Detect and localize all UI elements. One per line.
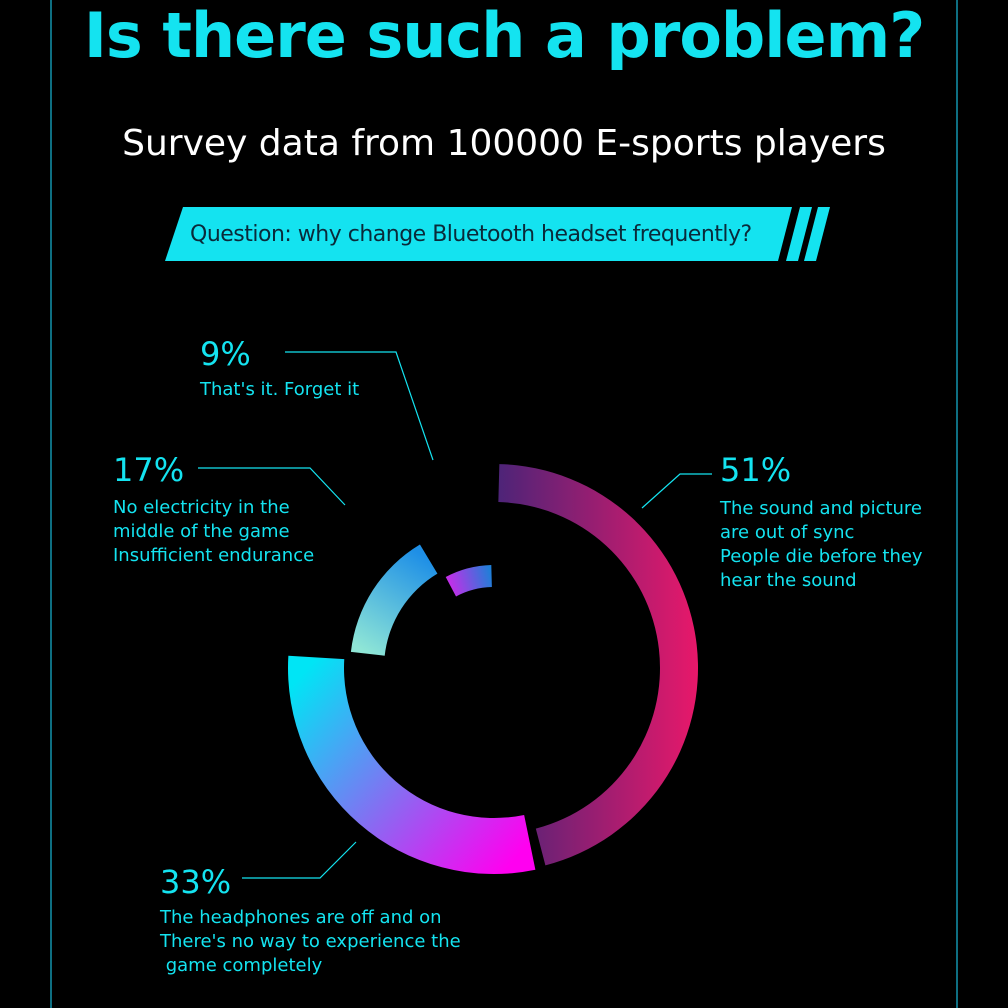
donut-segment-51 xyxy=(498,464,699,866)
label-percent-9: 9% xyxy=(200,335,251,373)
leader-line-33 xyxy=(242,841,357,879)
desc-line: are out of sync xyxy=(720,522,855,543)
desc-line: hear the sound xyxy=(720,570,857,591)
banner-stripe xyxy=(786,207,812,261)
donut-segment-9 xyxy=(445,565,492,597)
desc-line: People die before they xyxy=(720,546,923,567)
leader-line-17 xyxy=(198,467,346,506)
label-percent-17: 17% xyxy=(113,451,185,489)
label-percent-33: 33% xyxy=(160,863,232,901)
leader-line-51 xyxy=(641,473,712,509)
desc-line: There's no way to experience the xyxy=(160,931,461,952)
question-banner xyxy=(165,207,830,261)
label-desc-9: That's it. Forget it xyxy=(200,378,359,402)
label-percent-51: 51% xyxy=(720,451,792,489)
frame-line-left xyxy=(50,0,52,1008)
question-banner-shape xyxy=(165,207,792,261)
desc-line: middle of the game xyxy=(113,521,290,542)
desc-line: That's it. Forget it xyxy=(200,379,360,400)
leader-line-9 xyxy=(285,351,434,461)
desc-line: Insufficient endurance xyxy=(113,545,315,566)
desc-line: game completely xyxy=(160,955,323,976)
page-title: Is there such a problem? xyxy=(83,0,925,72)
desc-line: The sound and picture xyxy=(720,498,923,519)
frame-line-right xyxy=(956,0,958,1008)
desc-line: The headphones are off and on xyxy=(160,907,442,928)
desc-line: No electricity in the xyxy=(113,497,290,518)
label-desc-17: No electricity in the middle of the game… xyxy=(113,496,314,568)
page-subtitle: Survey data from 100000 E-sports players xyxy=(122,123,886,164)
label-desc-51: The sound and picture are out of sync Pe… xyxy=(720,497,923,593)
label-desc-33: The headphones are off and on There's no… xyxy=(160,906,461,978)
banner-stripe xyxy=(804,207,830,261)
donut-segment-17 xyxy=(350,544,438,656)
donut-segment-33 xyxy=(287,655,536,874)
question-text: Question: why change Bluetooth headset f… xyxy=(190,222,752,247)
